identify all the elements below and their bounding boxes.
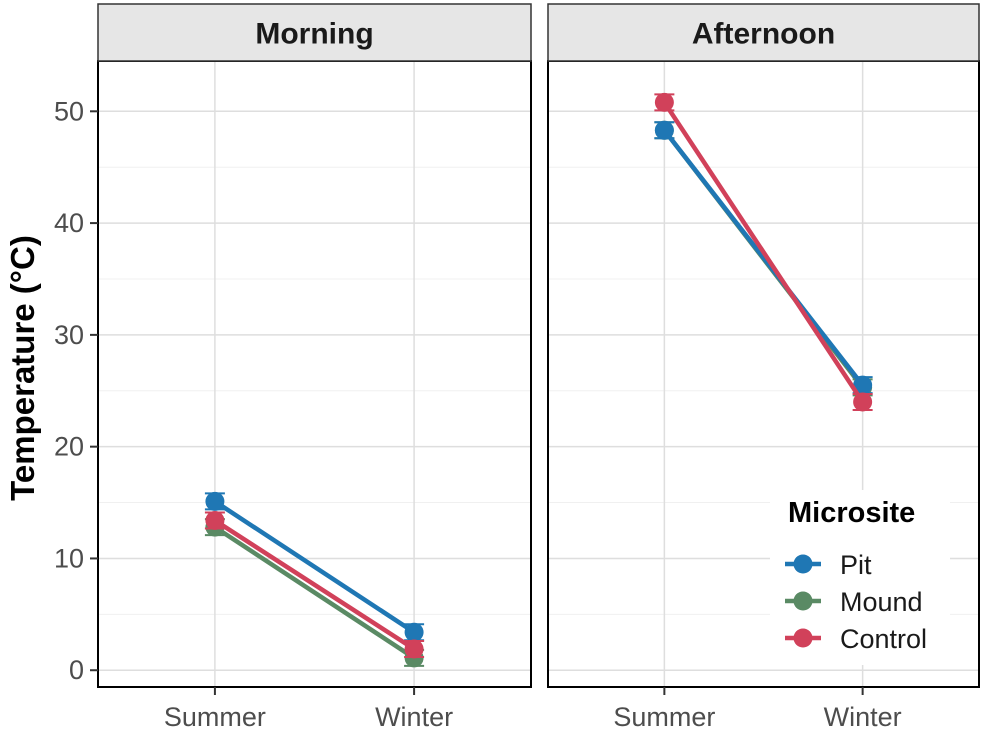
series-line-pit (212, 499, 417, 635)
data-point-pit (205, 491, 225, 511)
x-tick-label: Winter (824, 702, 902, 731)
series-line-pit (662, 128, 865, 388)
strip-background (97, 3, 532, 62)
y-tick-label: 40 (54, 208, 84, 238)
series-line-mound (212, 524, 417, 661)
data-point-pit (654, 120, 674, 140)
panels-layer: Morning Summer Winter 0 10 20 30 40 50 Afternoon S… (54, 3, 980, 731)
legend-items: Pit Mound Control (785, 550, 927, 654)
legend: Microsite Pit Mound Control (770, 490, 950, 665)
legend-point-control (793, 628, 813, 648)
y-tick-label: 50 (54, 96, 84, 126)
y-tick-label: 30 (54, 320, 84, 350)
strip-label-morning: Morning (255, 18, 373, 51)
panel-morning: Morning Summer Winter 0 10 20 30 40 50 (54, 3, 532, 731)
y-tick-label: 10 (54, 543, 84, 573)
strip-label-afternoon: Afternoon (692, 18, 835, 51)
legend-title: Microsite (788, 497, 915, 529)
strip-background (547, 3, 980, 62)
y-tick-label: 0 (69, 655, 84, 685)
data-point-control (205, 510, 225, 530)
legend-label-pit: Pit (840, 550, 872, 580)
legend-point-pit (793, 554, 813, 574)
x-tick-label: Winter (375, 702, 453, 731)
series-line-control (662, 100, 865, 405)
y-axis-label: Temperature (°C) (4, 235, 41, 501)
data-point-pit (853, 375, 873, 395)
data-point-control (654, 92, 674, 112)
y-tick-label: 20 (54, 432, 84, 462)
x-tick-label: Summer (164, 702, 266, 731)
legend-point-mound (793, 591, 813, 611)
series-line-control (212, 518, 417, 652)
legend-label-mound: Mound (840, 587, 923, 617)
x-tick-label: Summer (613, 702, 715, 731)
panel-afternoon: Afternoon Summer Winter (547, 3, 980, 731)
legend-label-control: Control (840, 624, 927, 654)
data-point-control (404, 639, 424, 659)
data-point-control (853, 392, 873, 412)
data-point-pit (404, 622, 424, 642)
